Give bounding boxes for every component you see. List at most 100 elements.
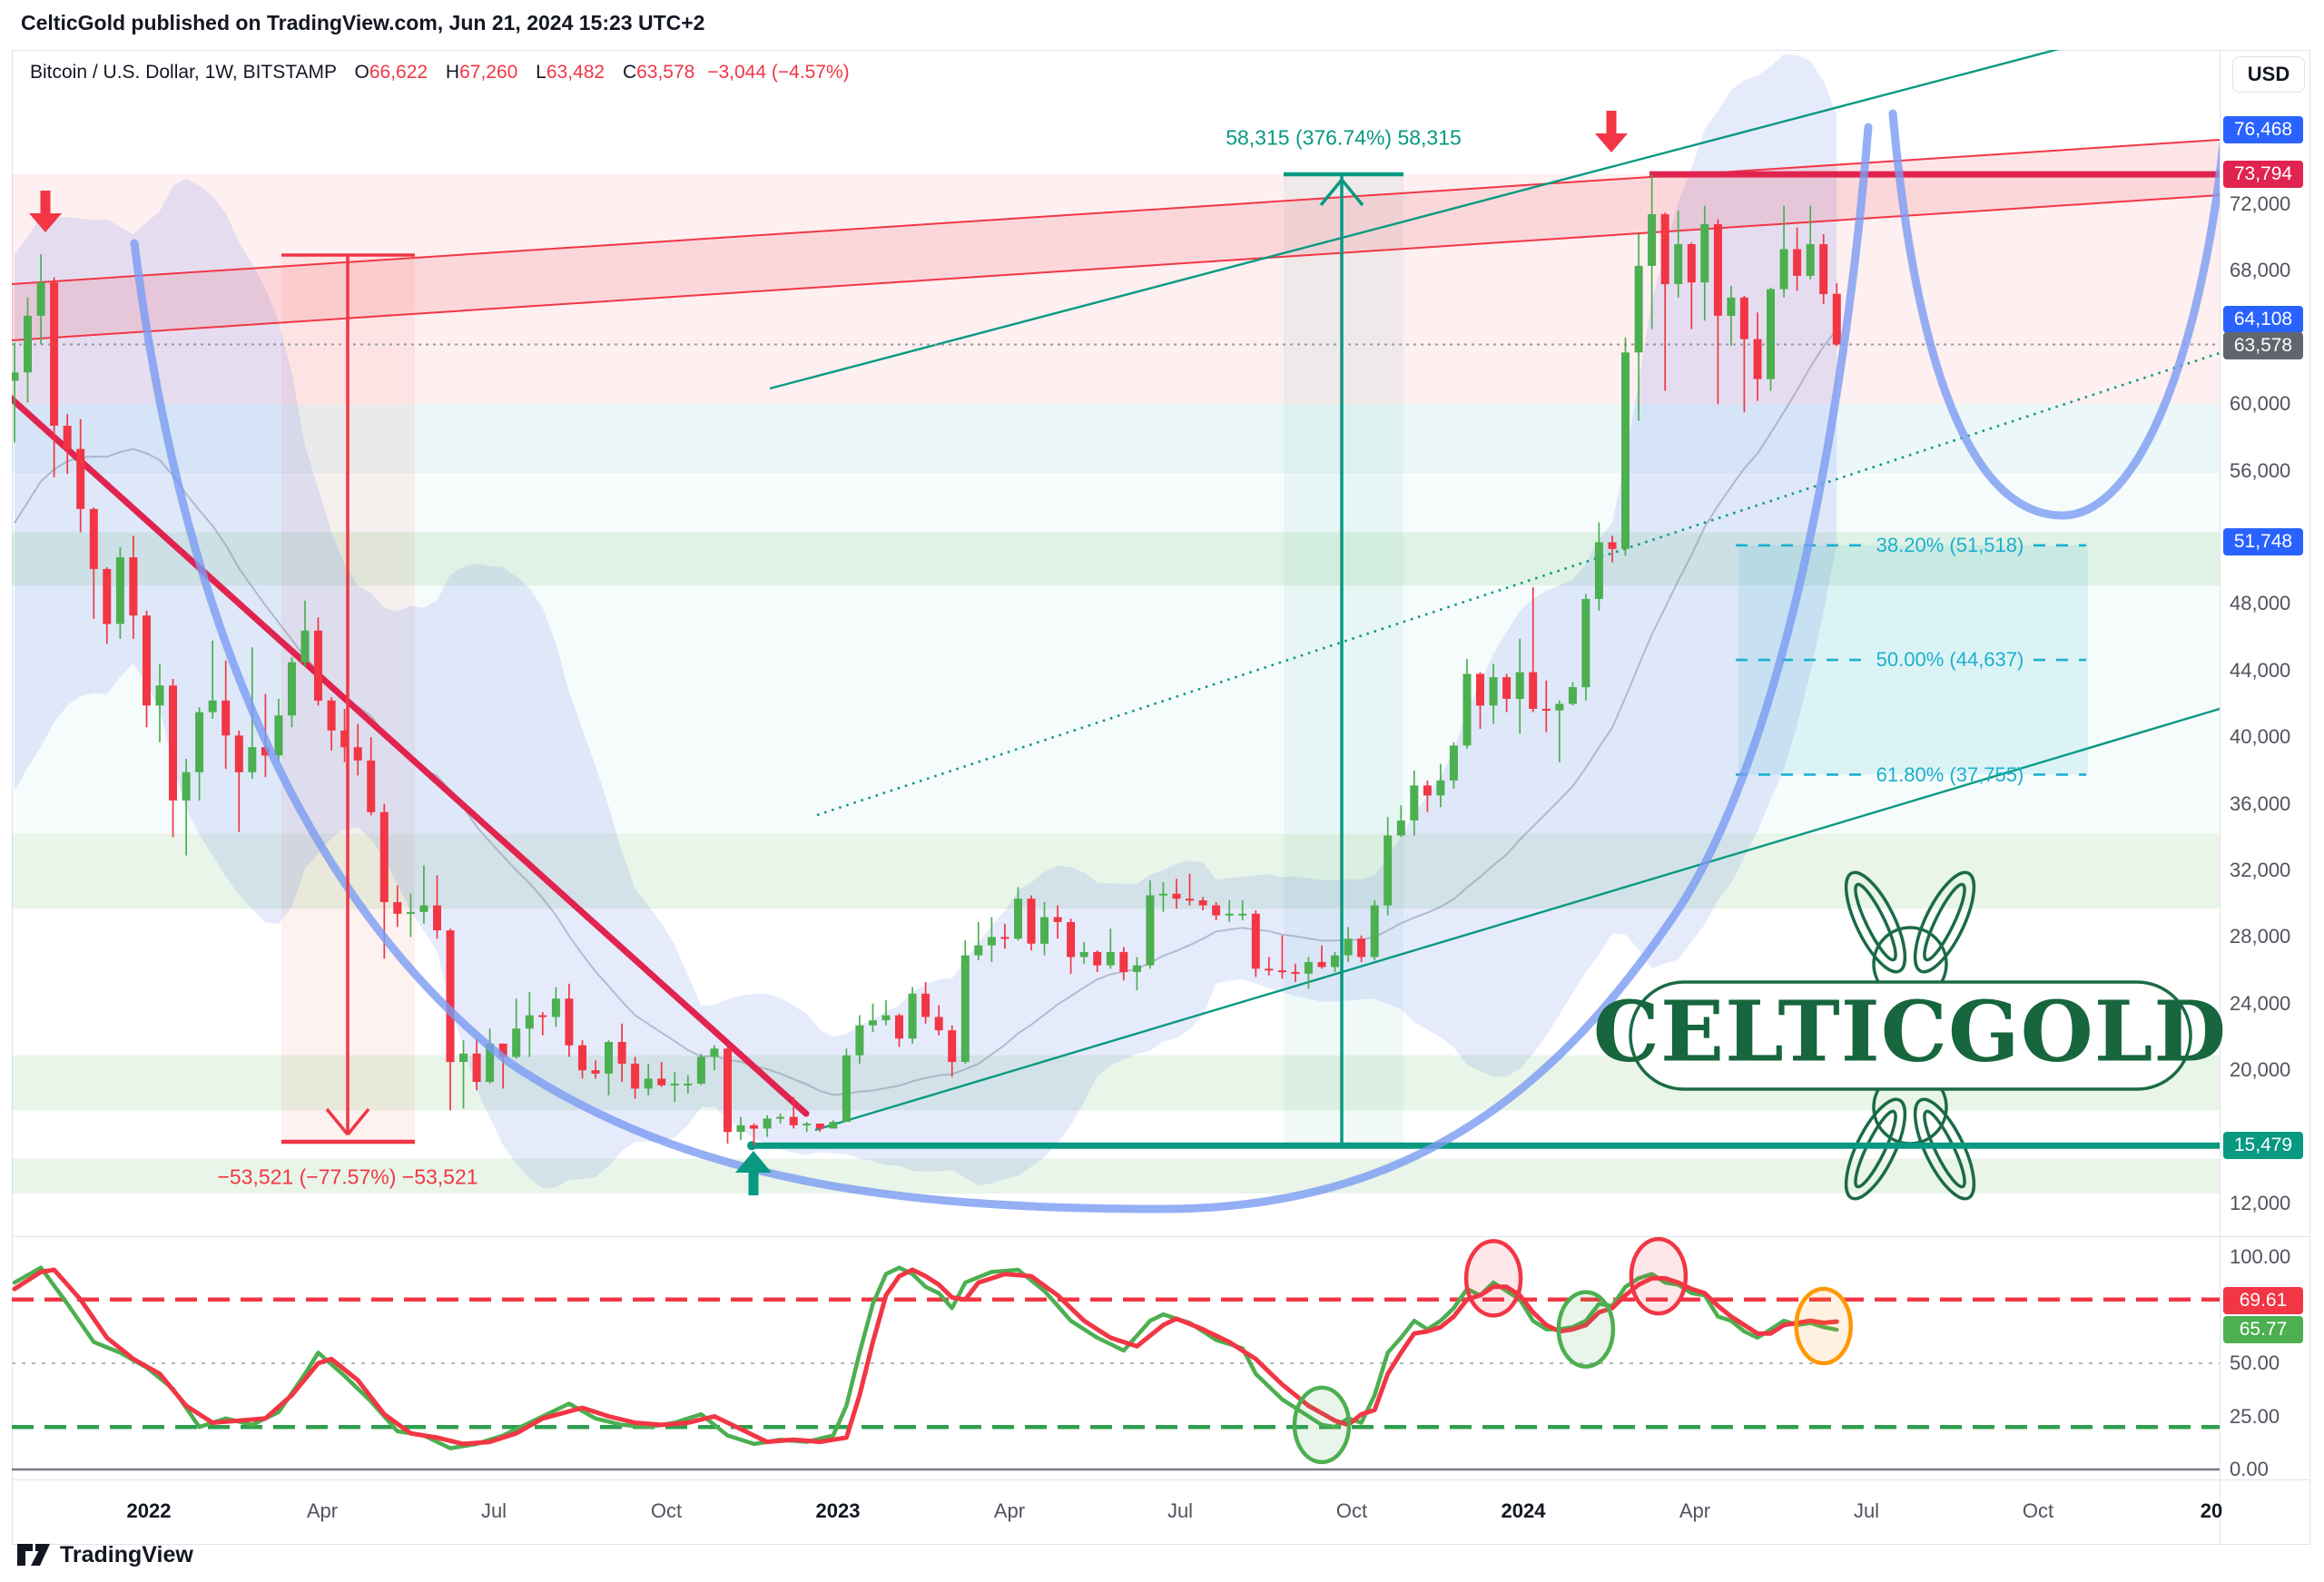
- candle-body: [261, 747, 270, 756]
- candle-body: [670, 1083, 679, 1086]
- price-level-badge: 73,794: [2223, 161, 2303, 188]
- rsi-pane[interactable]: [12, 1237, 2220, 1471]
- time-axis-tick: 2023: [815, 1499, 861, 1522]
- candle-body: [1186, 899, 1194, 901]
- candle-body: [1040, 917, 1049, 944]
- candle-body: [815, 1123, 824, 1129]
- candle-body: [446, 930, 455, 1063]
- candle-body: [1648, 214, 1657, 266]
- price-axis-tick: 56,000: [2230, 458, 2291, 482]
- price-pane[interactable]: [0, 49, 2229, 1214]
- up-arrow-marker: [735, 1151, 772, 1195]
- candle-body: [1014, 899, 1022, 939]
- rsi-green-line: [12, 1265, 1839, 1450]
- candle-body: [1608, 542, 1617, 549]
- candle-body: [433, 905, 441, 930]
- candle-body: [512, 1028, 521, 1057]
- candle-body: [803, 1123, 812, 1125]
- candle-body: [684, 1083, 693, 1086]
- down-measure-label: −53,521 (−77.57%) −53,521: [217, 1164, 478, 1189]
- candle-body: [1106, 951, 1115, 966]
- candle-body: [115, 557, 124, 624]
- candle-body: [1370, 905, 1379, 958]
- fib-38-label: 38.20% (51,518): [1876, 534, 2024, 556]
- red-channel-upper-line[interactable]: [12, 139, 2220, 285]
- candle-body: [36, 282, 45, 316]
- candle-body: [1212, 905, 1221, 916]
- candle-body: [960, 955, 970, 1062]
- rsi-axis-tick: 50.00: [2230, 1351, 2280, 1374]
- time-axis-tick: Apr: [993, 1499, 1026, 1522]
- price-axis-tick: 12,000: [2230, 1192, 2291, 1214]
- rsi-signal-circle[interactable]: [1629, 1237, 1689, 1316]
- magenta-downtrend-line[interactable]: [0, 388, 810, 1117]
- candle-body: [1581, 598, 1590, 688]
- handle-curve[interactable]: [1888, 80, 2229, 520]
- rsi-signal-circle[interactable]: [1556, 1290, 1616, 1369]
- red-channel-fill: [12, 140, 2220, 340]
- candle-body: [1687, 244, 1696, 283]
- candle-body: [829, 1122, 838, 1129]
- pane-separator: [12, 1236, 2310, 1237]
- teal-upper-trendline[interactable]: [769, 49, 2060, 390]
- time-axis-tick: Jul: [1167, 1499, 1194, 1522]
- price-zone: [12, 532, 2220, 586]
- candle-body: [974, 945, 983, 956]
- candle-body: [1779, 249, 1788, 290]
- time-axis-tick: Jul: [480, 1499, 507, 1522]
- rsi-signal-circle[interactable]: [1292, 1385, 1352, 1465]
- cup-curve[interactable]: [130, 123, 1873, 1214]
- candle-body: [1502, 677, 1512, 699]
- candle-body: [1132, 965, 1141, 972]
- candle-body: [182, 771, 191, 801]
- candle-body: [327, 700, 336, 731]
- candle-body: [1436, 780, 1445, 796]
- up-measure-label: 58,315 (376.74%) 58,315: [1226, 125, 1462, 150]
- time-axis-separator: [12, 1479, 2310, 1480]
- time-axis-tick: Oct: [2022, 1499, 2054, 1522]
- time-axis-tick: 2022: [126, 1499, 172, 1522]
- candle-body: [76, 448, 85, 509]
- currency-toggle-button[interactable]: USD: [2232, 56, 2305, 93]
- candle-body: [631, 1063, 640, 1089]
- candle-body: [169, 685, 177, 801]
- candle-body: [314, 630, 322, 701]
- candle-body: [1674, 244, 1683, 284]
- candle-body: [1198, 900, 1207, 906]
- teal-lower-trendline[interactable]: [814, 707, 2220, 1132]
- up-measure-tool[interactable]: [1284, 172, 1403, 1146]
- price-level-badge: 76,468: [2223, 116, 2303, 143]
- price-level-badge: 51,748: [2223, 528, 2303, 555]
- rsi-value-badge: 69.61: [2223, 1287, 2303, 1314]
- candle-body: [288, 662, 296, 716]
- candle-body: [1079, 951, 1088, 958]
- candle-body: [1357, 938, 1366, 958]
- candle-body: [551, 998, 560, 1017]
- rsi-red-line: [12, 1267, 1839, 1447]
- rsi-axis-tick: 0.00: [2230, 1458, 2269, 1480]
- candle-body: [234, 735, 243, 772]
- candle-body: [1238, 913, 1247, 916]
- candle-body: [1172, 893, 1181, 899]
- symbol-legend[interactable]: Bitcoin / U.S. Dollar, 1W, BITSTAMP O66,…: [30, 62, 850, 84]
- price-axis-tick: 20,000: [2230, 1058, 2291, 1082]
- down-measure-tool[interactable]: [281, 253, 415, 1145]
- candle-body: [763, 1118, 772, 1129]
- price-axis-tick: 28,000: [2230, 925, 2291, 948]
- candle-body: [710, 1048, 719, 1057]
- rsi-signal-circle[interactable]: [1794, 1286, 1853, 1366]
- candle-body: [419, 905, 428, 912]
- candle-body: [1304, 961, 1313, 974]
- rsi-signal-circle[interactable]: [1463, 1239, 1523, 1318]
- fib-61-label: 61.80% (37,755): [1876, 763, 2024, 786]
- price-level-badge: 15,479: [2223, 1132, 2303, 1159]
- candle-body: [789, 1116, 798, 1125]
- candle-body: [1027, 899, 1036, 944]
- publish-banner: CelticGold published on TradingView.com,…: [21, 11, 705, 34]
- time-axis-tick: Oct: [1335, 1499, 1368, 1522]
- tradingview-attribution[interactable]: TradingView: [16, 1541, 193, 1568]
- red-channel-lower-line[interactable]: [12, 194, 2220, 341]
- candle-body: [1515, 672, 1524, 699]
- candle-body: [1767, 289, 1775, 379]
